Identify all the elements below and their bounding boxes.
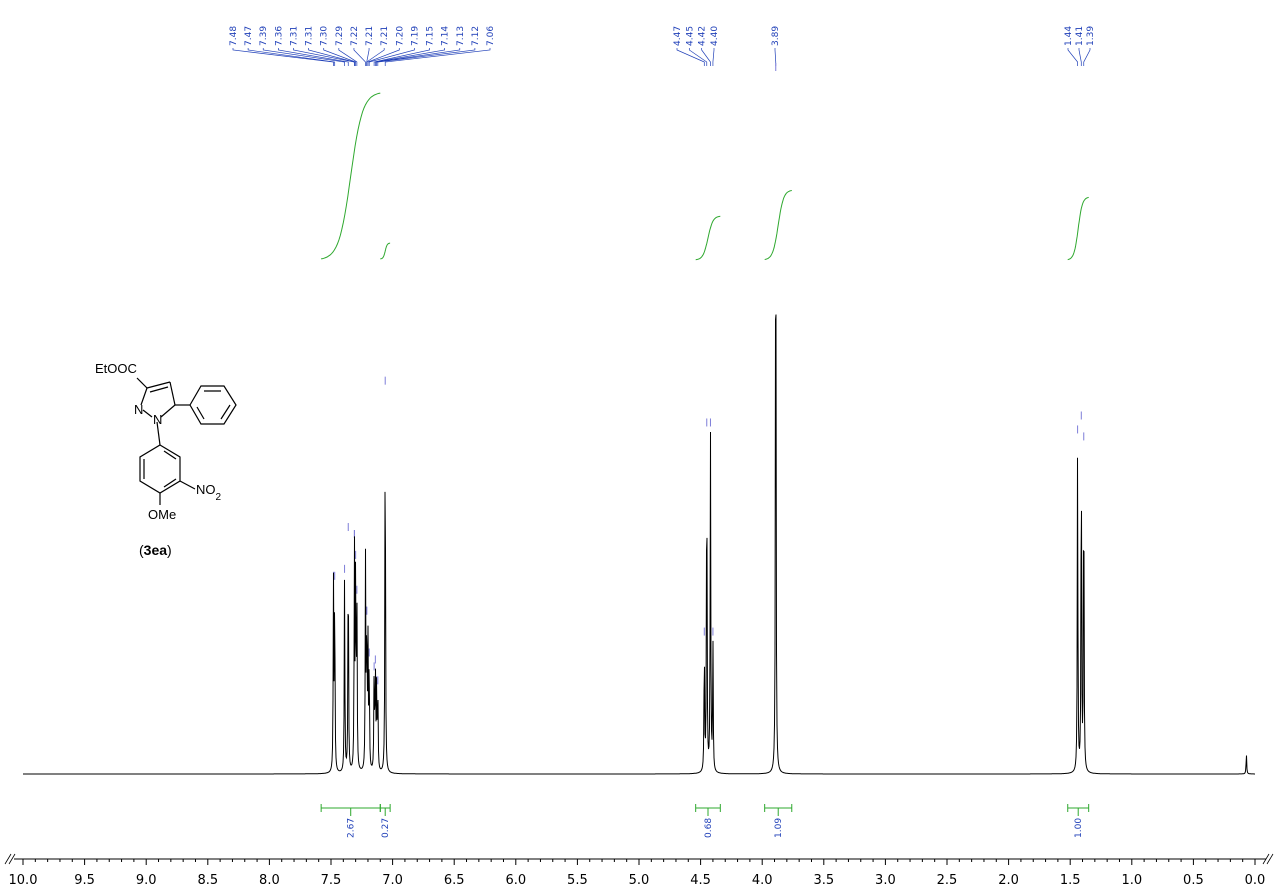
peak-connector <box>308 48 355 66</box>
peak-label: 7.06 <box>486 26 496 46</box>
structure-bonds <box>136 377 237 505</box>
x-tick-label: 3.0 <box>875 873 896 888</box>
axis-break-left <box>4 853 16 865</box>
methoxy-label: OMe <box>148 507 176 522</box>
x-tick-label: 5.0 <box>629 873 650 888</box>
peak-label: 7.48 <box>229 26 239 46</box>
peak-connector <box>247 48 336 66</box>
integral-curve <box>695 215 721 261</box>
peak-label: 7.14 <box>441 26 451 46</box>
integral-curve <box>1067 196 1089 261</box>
x-tick-label: 8.5 <box>197 873 218 888</box>
x-tick-label: 5.5 <box>567 873 588 888</box>
peak-connector <box>323 48 356 66</box>
peak-connector <box>1083 48 1091 66</box>
peak-label: 1.39 <box>1086 26 1096 46</box>
x-tick-label: 2.0 <box>998 873 1019 888</box>
chemical-structure: EtOOC <box>95 361 237 558</box>
peak-label: 4.45 <box>685 26 695 46</box>
nitro-label: NO2 <box>196 482 222 503</box>
peak-connector <box>688 48 708 66</box>
x-tick-label: 9.0 <box>136 873 157 888</box>
integral-curve <box>380 242 391 260</box>
peak-connector <box>1067 48 1078 66</box>
x-tick-label: 7.0 <box>382 873 403 888</box>
spectrum-trace <box>23 314 1255 775</box>
x-axis: 10.0 9.5 9.0 8.5 8.0 7.5 7.0 6.5 6.0 5.5 5.0 4.5 4.0… <box>4 853 1274 888</box>
peak-connector <box>232 48 334 66</box>
peak-label: 7.13 <box>456 26 466 46</box>
peak-label: 7.47 <box>244 26 254 46</box>
peak-label: 7.30 <box>320 26 330 46</box>
peak-label: 1.44 <box>1064 26 1074 46</box>
peak-label: 7.19 <box>410 26 420 46</box>
integral-bars: 2.67 0.27 0.68 1.09 1.00 <box>320 804 1090 838</box>
integral-curve <box>764 190 792 260</box>
peak-connector <box>376 48 461 66</box>
atom-n-right: N <box>153 412 162 427</box>
peak-connector <box>676 48 705 66</box>
x-tick-label: 0.5 <box>1183 873 1204 888</box>
ester-label: EtOOC <box>95 361 137 376</box>
peak-connector <box>366 48 385 66</box>
peak-connector <box>293 48 355 66</box>
peak-label: 4.40 <box>710 26 720 46</box>
peak-connector <box>353 48 366 66</box>
peak-label: 7.21 <box>365 26 375 46</box>
peak-label: 7.12 <box>471 26 481 46</box>
peak-connector <box>375 48 445 66</box>
peak-label: 7.31 <box>305 26 315 46</box>
compound-label: (3ea) <box>139 542 172 558</box>
peak-connector <box>712 48 715 66</box>
peak-connector <box>367 48 400 66</box>
x-tick-label: 7.5 <box>321 873 342 888</box>
x-tick-label: 8.0 <box>259 873 280 888</box>
x-tick-label: 2.5 <box>937 873 958 888</box>
peak-label: 7.29 <box>335 26 345 46</box>
x-tick-label: 6.0 <box>505 873 526 888</box>
x-tick-label: 1.0 <box>1121 873 1142 888</box>
peak-connector <box>1078 48 1082 66</box>
peak-connector <box>701 48 711 66</box>
peak-label: 7.36 <box>274 26 284 46</box>
atom-n-left: N <box>134 402 143 417</box>
peak-label: 7.20 <box>395 26 405 46</box>
x-tick-label: 10.0 <box>9 873 38 888</box>
peak-connector <box>384 48 491 66</box>
peak-label: 7.21 <box>380 26 390 46</box>
peak-connector <box>262 48 345 66</box>
peak-label: 3.89 <box>771 26 781 46</box>
x-tick-label: 9.5 <box>74 873 95 888</box>
peak-label: 4.47 <box>673 26 683 46</box>
peak-label: 7.31 <box>289 26 299 46</box>
x-tick-label: 4.5 <box>690 873 711 888</box>
peak-label: 7.15 <box>426 26 436 46</box>
peak-connector <box>377 48 476 66</box>
x-tick-label: 0.0 <box>1245 873 1266 888</box>
peak-label: 1.41 <box>1075 26 1085 46</box>
x-tick-label: 4.0 <box>752 873 773 888</box>
integral-value: 0.27 <box>381 818 391 838</box>
peak-connector <box>368 48 415 66</box>
peak-connector <box>278 48 349 66</box>
axis-break-right <box>1262 853 1274 865</box>
x-tick-label: 3.5 <box>813 873 834 888</box>
x-tick-label: 6.5 <box>444 873 465 888</box>
peak-label: 7.22 <box>350 26 360 46</box>
peak-connector <box>338 48 358 66</box>
integral-value: 1.00 <box>1074 818 1084 838</box>
integral-value: 1.09 <box>774 818 784 838</box>
integral-curves <box>321 92 1089 261</box>
integral-curve <box>321 92 381 260</box>
peak-labels: 7.48 7.47 7.39 7.36 7.31 7.31 7.30 7.29 7.22 7.21… <box>229 26 1096 685</box>
peak-label: 7.39 <box>259 26 269 46</box>
x-tick-label: 1.5 <box>1060 873 1081 888</box>
integral-value: 0.68 <box>704 818 714 838</box>
peak-label: 4.42 <box>698 26 708 46</box>
peak-connector <box>373 48 430 66</box>
integral-value: 2.67 <box>347 818 357 838</box>
